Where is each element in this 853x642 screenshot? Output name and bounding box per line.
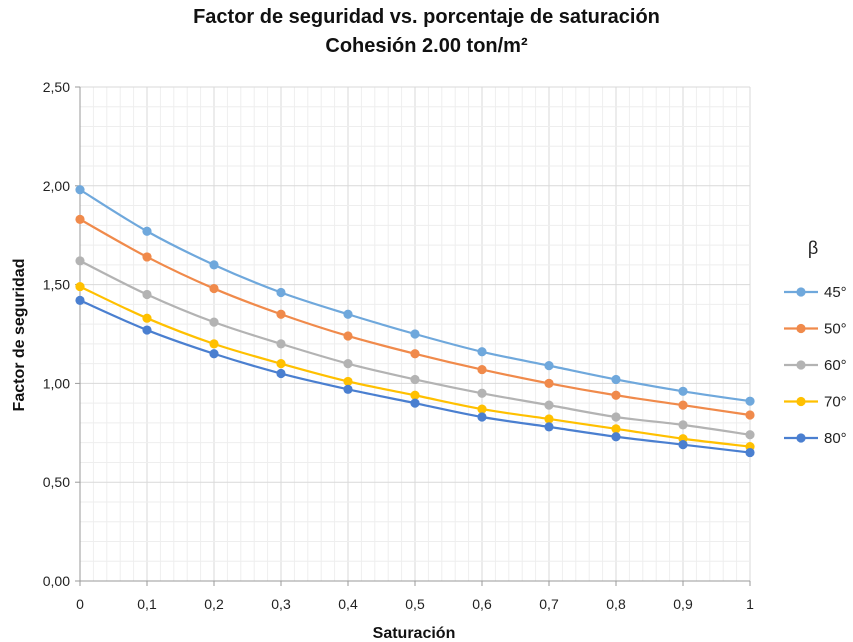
legend-label: 60° — [824, 357, 847, 374]
legend-label: 70° — [824, 394, 847, 411]
x-tick-label: 1 — [746, 596, 754, 612]
data-point — [75, 256, 85, 266]
data-point — [142, 313, 152, 323]
data-point — [477, 388, 487, 398]
data-point — [276, 339, 286, 349]
data-point — [276, 309, 286, 319]
data-point — [544, 378, 554, 388]
x-tick-label: 0,9 — [673, 596, 693, 612]
data-point — [745, 396, 755, 406]
data-point — [544, 400, 554, 410]
chart-subtitle: Cohesión 2.00 ton/m² — [325, 35, 528, 57]
data-point — [611, 374, 621, 385]
y-tick-label: 1,00 — [43, 375, 70, 391]
x-tick-label: 0 — [76, 596, 84, 612]
legend-swatch-marker — [796, 360, 806, 370]
data-point — [745, 410, 755, 420]
legend-title: β — [808, 238, 818, 258]
x-tick-label: 0,1 — [137, 596, 157, 612]
data-point — [410, 349, 420, 359]
data-point — [477, 404, 487, 414]
data-point — [343, 309, 353, 319]
data-point — [477, 347, 487, 357]
y-tick-label: 0,50 — [43, 474, 70, 490]
legend-swatch-marker — [796, 287, 806, 297]
data-point — [209, 339, 219, 349]
data-point — [611, 390, 621, 400]
data-point — [745, 447, 755, 458]
data-point — [142, 226, 152, 236]
data-point — [276, 359, 286, 369]
x-tick-label: 0,6 — [472, 596, 492, 612]
data-point — [611, 412, 621, 422]
legend-label: 50° — [824, 321, 847, 338]
data-point — [343, 376, 353, 387]
data-point — [209, 260, 219, 270]
data-point — [611, 424, 621, 434]
data-point — [745, 430, 755, 440]
data-point — [544, 422, 554, 432]
data-point — [276, 287, 286, 298]
data-point — [75, 295, 85, 306]
legend-label: 80° — [824, 430, 847, 447]
data-point — [75, 214, 85, 224]
legend-swatch-marker — [796, 396, 806, 407]
data-point — [75, 185, 85, 195]
data-point — [343, 331, 353, 341]
data-point — [678, 440, 688, 450]
data-point — [343, 359, 353, 369]
x-axis-title: Saturación — [373, 625, 456, 642]
data-point — [611, 432, 621, 442]
data-point — [343, 384, 353, 394]
data-point — [410, 329, 420, 339]
data-point — [142, 289, 152, 300]
data-point — [544, 414, 554, 424]
chart-title: Factor de seguridad vs. porcentaje de sa… — [193, 6, 660, 28]
legend-swatch-marker — [796, 323, 806, 334]
data-point — [678, 386, 688, 396]
data-point — [544, 361, 554, 371]
data-point — [477, 364, 487, 375]
data-point — [142, 325, 152, 335]
data-point — [477, 412, 487, 422]
legend-label: 45° — [824, 284, 847, 301]
data-point — [209, 283, 219, 294]
data-point — [410, 374, 420, 385]
y-tick-label: 2,00 — [43, 178, 70, 194]
data-point — [410, 398, 420, 408]
x-tick-label: 0,7 — [539, 596, 559, 612]
data-point — [678, 400, 688, 410]
y-tick-label: 1,50 — [43, 277, 70, 293]
data-point — [209, 349, 219, 359]
x-tick-label: 0,5 — [405, 596, 425, 612]
x-tick-label: 0,3 — [271, 596, 291, 612]
y-tick-label: 2,50 — [43, 79, 70, 95]
data-point — [410, 390, 420, 400]
x-tick-label: 0,4 — [338, 596, 358, 612]
x-tick-label: 0,2 — [204, 596, 224, 612]
data-point — [142, 252, 152, 262]
y-tick-label: 0,00 — [43, 573, 70, 589]
data-point — [75, 281, 85, 292]
data-point — [209, 317, 219, 327]
data-point — [678, 420, 688, 430]
x-tick-label: 0,8 — [606, 596, 626, 612]
y-axis-title: Factor de seguridad — [11, 259, 28, 412]
data-point — [276, 368, 286, 379]
legend-swatch-marker — [796, 433, 806, 443]
